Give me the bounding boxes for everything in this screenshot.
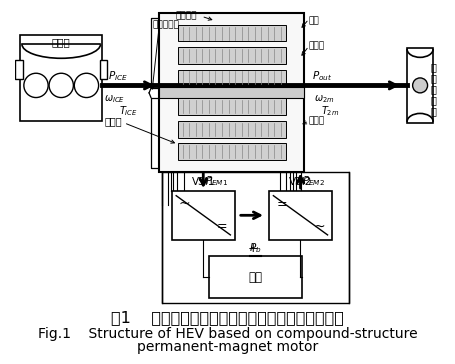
Text: 图1    基于复合结构永磁电机的混合动力车结构框图: 图1 基于复合结构永磁电机的混合动力车结构框图 [111,310,344,325]
Bar [178,121,286,138]
Bar [178,143,286,160]
Text: $\omega_{2m}$: $\omega_{2m}$ [313,93,334,105]
Bar [162,172,349,303]
Text: 齿: 齿 [430,95,436,105]
Bar [178,70,286,86]
Text: 电池: 电池 [248,271,263,284]
Text: $P_{EM1}$: $P_{EM1}$ [205,174,228,188]
Text: =: = [217,220,228,233]
Bar [209,256,302,298]
Text: 内转子: 内转子 [309,116,325,125]
Text: VSI2: VSI2 [289,177,312,187]
Text: 减: 减 [430,73,436,83]
Text: 双转子电机: 双转子电机 [153,20,180,29]
Bar [172,191,235,240]
Text: 定子电机: 定子电机 [175,12,197,20]
Text: VSI1: VSI1 [192,177,215,187]
Bar [159,87,304,99]
Text: $P_b$: $P_b$ [249,241,262,254]
Bar [269,191,332,240]
Text: $\omega_{ICE}$: $\omega_{ICE}$ [104,93,126,105]
Bar [159,13,304,172]
Circle shape [24,73,48,98]
Text: +: + [248,242,258,256]
Circle shape [49,73,73,98]
Text: 内燃机: 内燃机 [52,37,71,47]
Bar [15,60,23,79]
Text: permanent-magnet motor: permanent-magnet motor [137,340,318,353]
Text: $P_{out}$: $P_{out}$ [312,69,332,83]
Bar [100,60,107,79]
Text: ~: ~ [313,219,325,234]
Text: 定子: 定子 [309,16,320,25]
Text: 外转子: 外转子 [309,41,325,51]
Bar [178,99,286,115]
Text: ~: ~ [179,197,190,211]
Circle shape [74,73,99,98]
Text: Fig.1    Structure of HEV based on compound-structure: Fig.1 Structure of HEV based on compound… [38,327,417,340]
Bar [20,35,102,121]
Text: $T_{ICE}$: $T_{ICE}$ [119,104,138,118]
Text: $P_{EM2}$: $P_{EM2}$ [302,174,325,188]
Bar [178,25,286,41]
Text: $P_{ICE}$: $P_{ICE}$ [108,69,128,83]
Text: 轮: 轮 [430,107,436,116]
Text: 速: 速 [430,84,436,94]
Bar [178,47,286,64]
Text: 永磁体: 永磁体 [104,116,122,126]
Text: =: = [277,198,287,211]
Text: $T_{2m}$: $T_{2m}$ [321,104,339,118]
Bar [407,48,433,123]
Circle shape [413,78,428,93]
Text: 主: 主 [430,62,436,72]
